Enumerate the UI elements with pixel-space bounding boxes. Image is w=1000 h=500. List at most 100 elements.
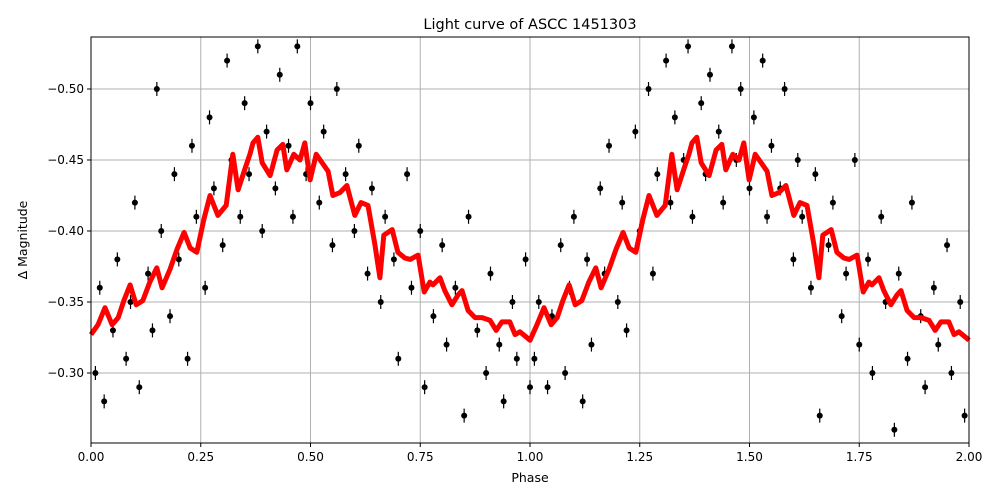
data-point xyxy=(342,171,349,178)
data-point xyxy=(746,185,753,192)
data-point xyxy=(715,128,722,135)
data-point xyxy=(522,256,529,263)
data-point xyxy=(948,369,955,376)
data-point xyxy=(289,213,296,220)
data-point xyxy=(364,270,371,277)
data-point xyxy=(807,284,814,291)
data-point xyxy=(153,85,160,92)
data-point xyxy=(219,242,226,249)
data-point xyxy=(944,242,951,249)
data-point xyxy=(114,256,121,263)
data-point xyxy=(382,213,389,220)
y-tick-label: −0.30 xyxy=(47,366,84,380)
data-point xyxy=(377,298,384,305)
data-point xyxy=(698,100,705,107)
data-point xyxy=(294,43,301,50)
data-point xyxy=(109,327,116,334)
data-point xyxy=(825,242,832,249)
data-point xyxy=(961,412,968,419)
data-point xyxy=(202,284,209,291)
data-point xyxy=(935,341,942,348)
data-point xyxy=(193,213,200,220)
y-tick-label: −0.45 xyxy=(47,153,84,167)
data-point xyxy=(509,298,516,305)
data-point xyxy=(101,398,108,405)
data-point xyxy=(276,71,283,78)
data-point xyxy=(272,185,279,192)
data-point xyxy=(531,355,538,362)
x-tick-label: 1.50 xyxy=(736,450,763,464)
data-point xyxy=(500,398,507,405)
data-point xyxy=(254,43,261,50)
data-point xyxy=(922,384,929,391)
data-point xyxy=(579,398,586,405)
data-point xyxy=(869,369,876,376)
data-point xyxy=(96,284,103,291)
data-point xyxy=(720,199,727,206)
data-point xyxy=(443,341,450,348)
data-point xyxy=(750,114,757,121)
data-point xyxy=(908,199,915,206)
data-point xyxy=(570,213,577,220)
data-point xyxy=(904,355,911,362)
data-point xyxy=(645,85,652,92)
data-point xyxy=(737,85,744,92)
data-point xyxy=(246,171,253,178)
data-point xyxy=(623,327,630,334)
data-point xyxy=(452,284,459,291)
data-point xyxy=(930,284,937,291)
data-point xyxy=(408,284,415,291)
axis-ticks: 0.00 0.25 0.50 0.75 1.00 1.25 1.50 1.75 2.00 −0.5… xyxy=(47,82,982,464)
x-tick-label: 0.50 xyxy=(297,450,324,464)
data-point xyxy=(794,156,801,163)
data-point xyxy=(588,341,595,348)
data-point xyxy=(562,369,569,376)
y-axis-label: Δ Magnitude xyxy=(15,200,30,279)
data-point xyxy=(465,213,472,220)
data-point xyxy=(123,355,130,362)
x-tick-label: 1.25 xyxy=(626,450,653,464)
data-point xyxy=(320,128,327,135)
data-point xyxy=(136,384,143,391)
x-tick-label: 2.00 xyxy=(956,450,983,464)
data-point xyxy=(667,199,674,206)
data-point xyxy=(483,369,490,376)
data-point xyxy=(812,171,819,178)
data-point xyxy=(790,256,797,263)
data-point xyxy=(241,100,248,107)
data-point xyxy=(544,384,551,391)
y-tick-label: −0.40 xyxy=(47,224,84,238)
data-point xyxy=(421,384,428,391)
data-point xyxy=(131,199,138,206)
data-point xyxy=(689,213,696,220)
data-point xyxy=(527,384,533,391)
data-point xyxy=(263,128,270,135)
data-point xyxy=(706,71,713,78)
data-point xyxy=(351,227,358,234)
x-tick-label: 0.25 xyxy=(187,450,214,464)
data-point xyxy=(461,412,468,419)
data-point xyxy=(781,85,788,92)
data-point xyxy=(865,256,872,263)
data-point xyxy=(632,128,639,135)
data-point xyxy=(663,57,670,64)
data-point xyxy=(404,171,411,178)
data-point xyxy=(851,156,858,163)
data-point xyxy=(175,256,182,263)
data-point xyxy=(768,142,775,149)
data-point xyxy=(728,43,735,50)
data-point xyxy=(799,213,806,220)
data-point xyxy=(333,85,340,92)
data-point xyxy=(237,213,244,220)
data-point xyxy=(224,57,231,64)
data-point xyxy=(843,270,850,277)
data-point xyxy=(496,341,503,348)
data-point xyxy=(355,142,362,149)
data-point xyxy=(417,227,424,234)
data-point xyxy=(654,171,661,178)
data-point xyxy=(957,298,964,305)
data-point xyxy=(891,426,898,433)
data-point xyxy=(619,199,626,206)
data-point xyxy=(259,227,266,234)
data-point xyxy=(430,313,437,320)
